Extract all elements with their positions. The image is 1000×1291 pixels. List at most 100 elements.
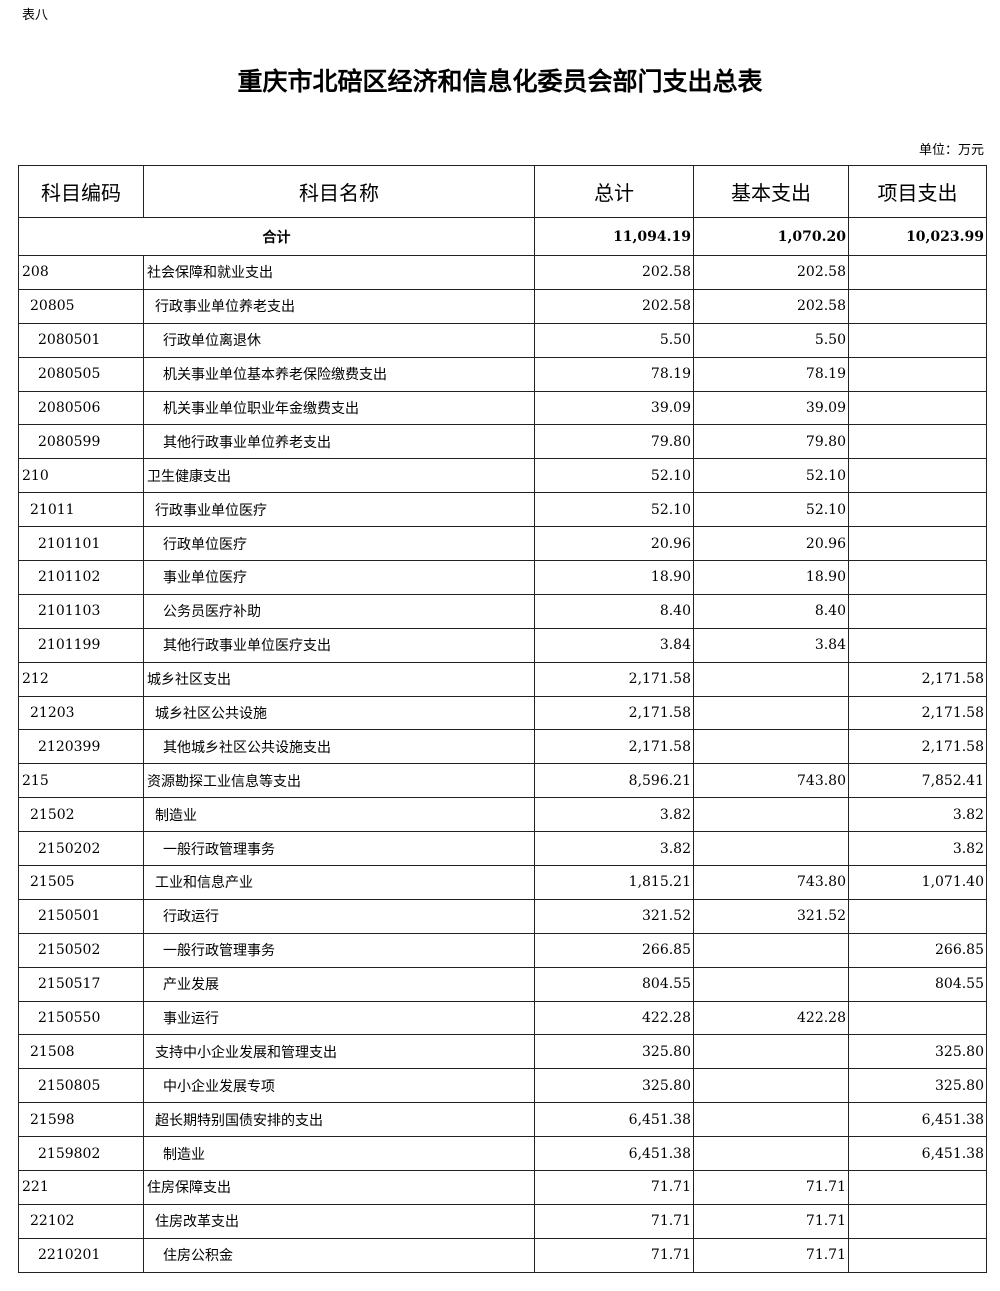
row-basic	[693, 966, 849, 1002]
row-project	[848, 390, 987, 426]
row-project: 266.85	[848, 932, 987, 968]
table-row: 2159802 制造业 6,451.38 6,451.38	[18, 1136, 987, 1172]
row-basic: 743.80	[693, 865, 849, 900]
header-project: 项目支出	[848, 165, 987, 218]
row-total: 52.10	[534, 492, 694, 528]
row-total: 6,451.38	[534, 1136, 694, 1172]
row-basic: 5.50	[693, 322, 849, 358]
row-total: 2,171.58	[534, 729, 694, 765]
header-basic: 基本支出	[693, 165, 849, 218]
row-total: 2,171.58	[534, 661, 694, 697]
expenditure-table: 科目编码 科目名称 总计 基本支出 项目支出 合计 11,094.19 1,07…	[18, 165, 987, 1273]
row-total: 39.09	[534, 390, 694, 426]
row-code: 21505	[18, 865, 144, 900]
table-row: 21203 城乡社区公共设施 2,171.58 2,171.58	[18, 695, 987, 731]
row-name: 城乡社区公共设施	[143, 695, 535, 731]
table-row: 22102 住房改革支出 71.71 71.71	[18, 1203, 987, 1239]
row-code: 215	[18, 763, 144, 799]
row-project: 1,071.40	[848, 865, 987, 900]
row-name: 制造业	[143, 797, 535, 833]
row-code: 2159802	[18, 1136, 144, 1172]
row-code: 21011	[18, 492, 144, 528]
row-code: 2150501	[18, 898, 144, 934]
row-project: 3.82	[848, 797, 987, 833]
table-row: 20805 行政事业单位养老支出 202.58 202.58	[18, 288, 987, 324]
unit-label: 单位：万元	[918, 143, 984, 158]
row-total: 202.58	[534, 288, 694, 324]
row-project: 3.82	[848, 831, 987, 867]
table-row: 2120399 其他城乡社区公共设施支出 2,171.58 2,171.58	[18, 729, 987, 765]
row-total: 321.52	[534, 898, 694, 934]
row-total: 6,451.38	[534, 1102, 694, 1138]
row-total: 3.82	[534, 831, 694, 867]
row-project: 6,451.38	[848, 1102, 987, 1138]
row-code: 21502	[18, 797, 144, 833]
table-row: 2101101 行政单位医疗 20.96 20.96	[18, 526, 987, 562]
row-total: 8,596.21	[534, 763, 694, 799]
row-project	[848, 424, 987, 460]
row-project	[848, 1000, 987, 1036]
row-total: 78.19	[534, 356, 694, 392]
row-basic: 3.84	[693, 627, 849, 663]
row-name: 行政单位医疗	[143, 526, 535, 562]
row-name: 社会保障和就业支出	[143, 255, 535, 290]
table-row: 210 卫生健康支出 52.10 52.10	[18, 458, 987, 494]
row-basic	[693, 797, 849, 833]
row-code: 221	[18, 1170, 144, 1205]
row-project	[848, 322, 987, 358]
row-basic	[693, 695, 849, 731]
row-name: 产业发展	[143, 966, 535, 1002]
table-row: 212 城乡社区支出 2,171.58 2,171.58	[18, 661, 987, 697]
row-project	[848, 288, 987, 324]
row-project: 6,451.38	[848, 1136, 987, 1172]
row-project: 325.80	[848, 1068, 987, 1104]
row-name: 制造业	[143, 1136, 535, 1172]
row-total: 202.58	[534, 255, 694, 290]
row-name: 住房保障支出	[143, 1170, 535, 1205]
table-row: 21505 工业和信息产业 1,815.21 743.80 1,071.40	[18, 865, 987, 900]
row-total: 71.71	[534, 1237, 694, 1273]
row-total: 79.80	[534, 424, 694, 460]
row-name: 公务员医疗补助	[143, 593, 535, 629]
table-row: 2080599 其他行政事业单位养老支出 79.80 79.80	[18, 424, 987, 460]
row-total: 422.28	[534, 1000, 694, 1036]
row-name: 行政运行	[143, 898, 535, 934]
row-project	[848, 492, 987, 528]
row-name: 机关事业单位基本养老保险缴费支出	[143, 356, 535, 392]
row-total: 5.50	[534, 322, 694, 358]
row-total: 266.85	[534, 932, 694, 968]
row-project: 2,171.58	[848, 729, 987, 765]
header-total: 总计	[534, 165, 694, 218]
row-code: 2080506	[18, 390, 144, 426]
row-name: 一般行政管理事务	[143, 932, 535, 968]
row-name: 一般行政管理事务	[143, 831, 535, 867]
total-total: 11,094.19	[534, 217, 694, 256]
row-basic	[693, 1102, 849, 1138]
table-row: 21502 制造业 3.82 3.82	[18, 797, 987, 833]
row-code: 2080501	[18, 322, 144, 358]
row-project: 2,171.58	[848, 695, 987, 731]
table-row: 2150502 一般行政管理事务 266.85 266.85	[18, 932, 987, 968]
row-name: 住房改革支出	[143, 1203, 535, 1239]
row-code: 2101102	[18, 560, 144, 595]
row-code: 2210201	[18, 1237, 144, 1273]
row-basic	[693, 831, 849, 867]
row-code: 2150517	[18, 966, 144, 1002]
row-code: 2150502	[18, 932, 144, 968]
row-project	[848, 1170, 987, 1205]
table-row: 221 住房保障支出 71.71 71.71	[18, 1170, 987, 1205]
row-code: 21598	[18, 1102, 144, 1138]
row-name: 超长期特别国债安排的支出	[143, 1102, 535, 1138]
row-code: 2101101	[18, 526, 144, 562]
table-row: 21011 行政事业单位医疗 52.10 52.10	[18, 492, 987, 528]
header-name: 科目名称	[143, 165, 535, 218]
row-basic: 202.58	[693, 255, 849, 290]
table-row: 215 资源勘探工业信息等支出 8,596.21 743.80 7,852.41	[18, 763, 987, 799]
row-total: 325.80	[534, 1034, 694, 1070]
row-code: 2101103	[18, 593, 144, 629]
row-basic: 20.96	[693, 526, 849, 562]
row-project	[848, 458, 987, 494]
total-basic: 1,070.20	[693, 217, 849, 256]
table-row: 2101199 其他行政事业单位医疗支出 3.84 3.84	[18, 627, 987, 663]
row-name: 卫生健康支出	[143, 458, 535, 494]
